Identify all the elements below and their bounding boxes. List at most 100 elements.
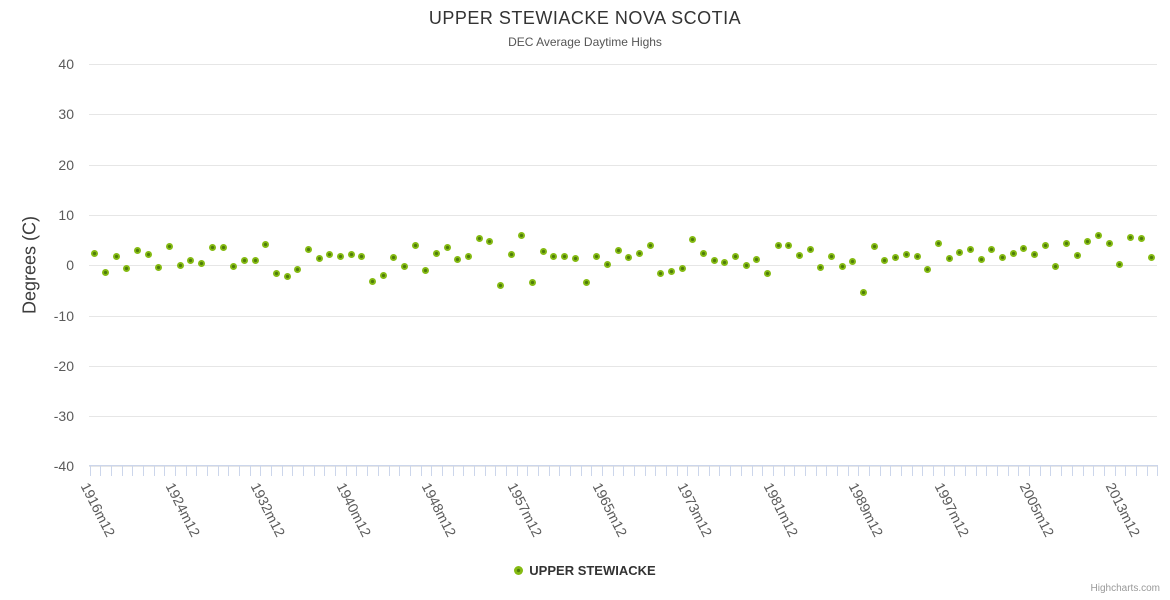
data-point[interactable] — [1137, 234, 1145, 242]
legend-item[interactable]: UPPER STEWIACKE — [514, 563, 656, 578]
data-point[interactable] — [806, 246, 814, 254]
data-point[interactable] — [817, 264, 825, 272]
data-point[interactable] — [262, 241, 270, 249]
data-point[interactable] — [550, 253, 558, 261]
data-point[interactable] — [667, 268, 675, 276]
data-point[interactable] — [144, 251, 152, 259]
data-point[interactable] — [102, 269, 109, 277]
data-point[interactable] — [934, 239, 942, 247]
data-point[interactable] — [134, 246, 141, 254]
data-point[interactable] — [486, 238, 494, 246]
data-point[interactable] — [689, 235, 697, 243]
data-point[interactable] — [1127, 233, 1134, 241]
data-point[interactable] — [614, 246, 622, 254]
data-point[interactable] — [443, 243, 451, 251]
data-point[interactable] — [123, 265, 131, 273]
data-point[interactable] — [625, 254, 633, 262]
data-point[interactable] — [870, 242, 878, 250]
data-point[interactable] — [945, 255, 953, 263]
highcharts-credit-link[interactable]: Highcharts.com — [1090, 583, 1160, 594]
data-point[interactable] — [721, 259, 729, 267]
data-point[interactable] — [678, 265, 686, 273]
data-point[interactable] — [315, 255, 323, 263]
data-point[interactable] — [336, 252, 344, 260]
data-point[interactable] — [155, 263, 163, 271]
data-point[interactable] — [966, 246, 974, 254]
data-point[interactable] — [230, 262, 238, 270]
data-point[interactable] — [1148, 254, 1156, 262]
data-point[interactable] — [582, 279, 590, 287]
data-point[interactable] — [454, 256, 462, 264]
data-point[interactable] — [657, 269, 665, 277]
data-point[interactable] — [849, 257, 857, 265]
data-point[interactable] — [219, 243, 227, 251]
data-point[interactable] — [283, 272, 291, 280]
data-point[interactable] — [892, 254, 900, 262]
data-point[interactable] — [635, 250, 643, 258]
data-point[interactable] — [1052, 262, 1060, 270]
data-point[interactable] — [988, 246, 996, 254]
data-point[interactable] — [112, 252, 120, 260]
data-point[interactable] — [518, 232, 526, 240]
data-point[interactable] — [251, 257, 259, 265]
data-point[interactable] — [881, 256, 889, 264]
data-point[interactable] — [1116, 261, 1124, 269]
data-point[interactable] — [860, 289, 868, 296]
data-point[interactable] — [240, 256, 248, 264]
data-point[interactable] — [465, 252, 472, 260]
data-point[interactable] — [998, 254, 1006, 262]
data-point[interactable] — [956, 248, 964, 256]
data-point[interactable] — [539, 248, 547, 256]
data-point[interactable] — [422, 266, 430, 274]
data-point[interactable] — [1009, 249, 1017, 257]
data-point[interactable] — [304, 246, 312, 254]
data-point[interactable] — [796, 251, 803, 259]
data-point[interactable] — [1105, 239, 1113, 247]
data-point[interactable] — [828, 252, 836, 260]
data-point[interactable] — [347, 251, 355, 259]
data-point[interactable] — [977, 256, 985, 264]
data-point[interactable] — [1062, 240, 1070, 248]
data-point[interactable] — [176, 262, 184, 270]
data-point[interactable] — [358, 253, 366, 261]
data-point[interactable] — [411, 241, 419, 249]
data-point[interactable] — [187, 256, 195, 264]
data-point[interactable] — [390, 254, 398, 262]
data-point[interactable] — [91, 250, 99, 258]
data-point[interactable] — [699, 250, 707, 258]
data-point[interactable] — [571, 254, 579, 262]
data-point[interactable] — [272, 270, 280, 278]
data-point[interactable] — [593, 253, 601, 261]
data-point[interactable] — [529, 279, 537, 287]
data-point[interactable] — [166, 242, 174, 250]
data-point[interactable] — [198, 260, 206, 268]
data-point[interactable] — [1030, 250, 1038, 258]
data-point[interactable] — [774, 241, 782, 249]
data-point[interactable] — [561, 252, 569, 260]
data-point[interactable] — [1084, 237, 1092, 245]
data-point[interactable] — [433, 249, 440, 257]
data-point[interactable] — [294, 266, 302, 274]
data-point[interactable] — [838, 263, 846, 271]
data-point[interactable] — [401, 263, 408, 271]
data-point[interactable] — [732, 252, 739, 260]
data-point[interactable] — [764, 269, 771, 277]
data-point[interactable] — [1041, 241, 1049, 249]
data-point[interactable] — [497, 281, 505, 289]
data-point[interactable] — [1095, 231, 1102, 239]
data-point[interactable] — [507, 250, 515, 258]
data-point[interactable] — [913, 252, 921, 260]
data-point[interactable] — [379, 271, 387, 279]
data-point[interactable] — [710, 256, 718, 264]
data-point[interactable] — [785, 241, 793, 249]
data-point[interactable] — [475, 235, 483, 243]
data-point[interactable] — [646, 241, 654, 249]
data-point[interactable] — [1073, 251, 1081, 259]
data-point[interactable] — [924, 265, 932, 273]
data-point[interactable] — [753, 255, 761, 263]
data-point[interactable] — [742, 261, 750, 269]
legend[interactable]: UPPER STEWIACKE — [0, 562, 1170, 580]
data-point[interactable] — [902, 250, 910, 258]
data-point[interactable] — [1020, 245, 1028, 253]
data-point[interactable] — [603, 260, 611, 268]
